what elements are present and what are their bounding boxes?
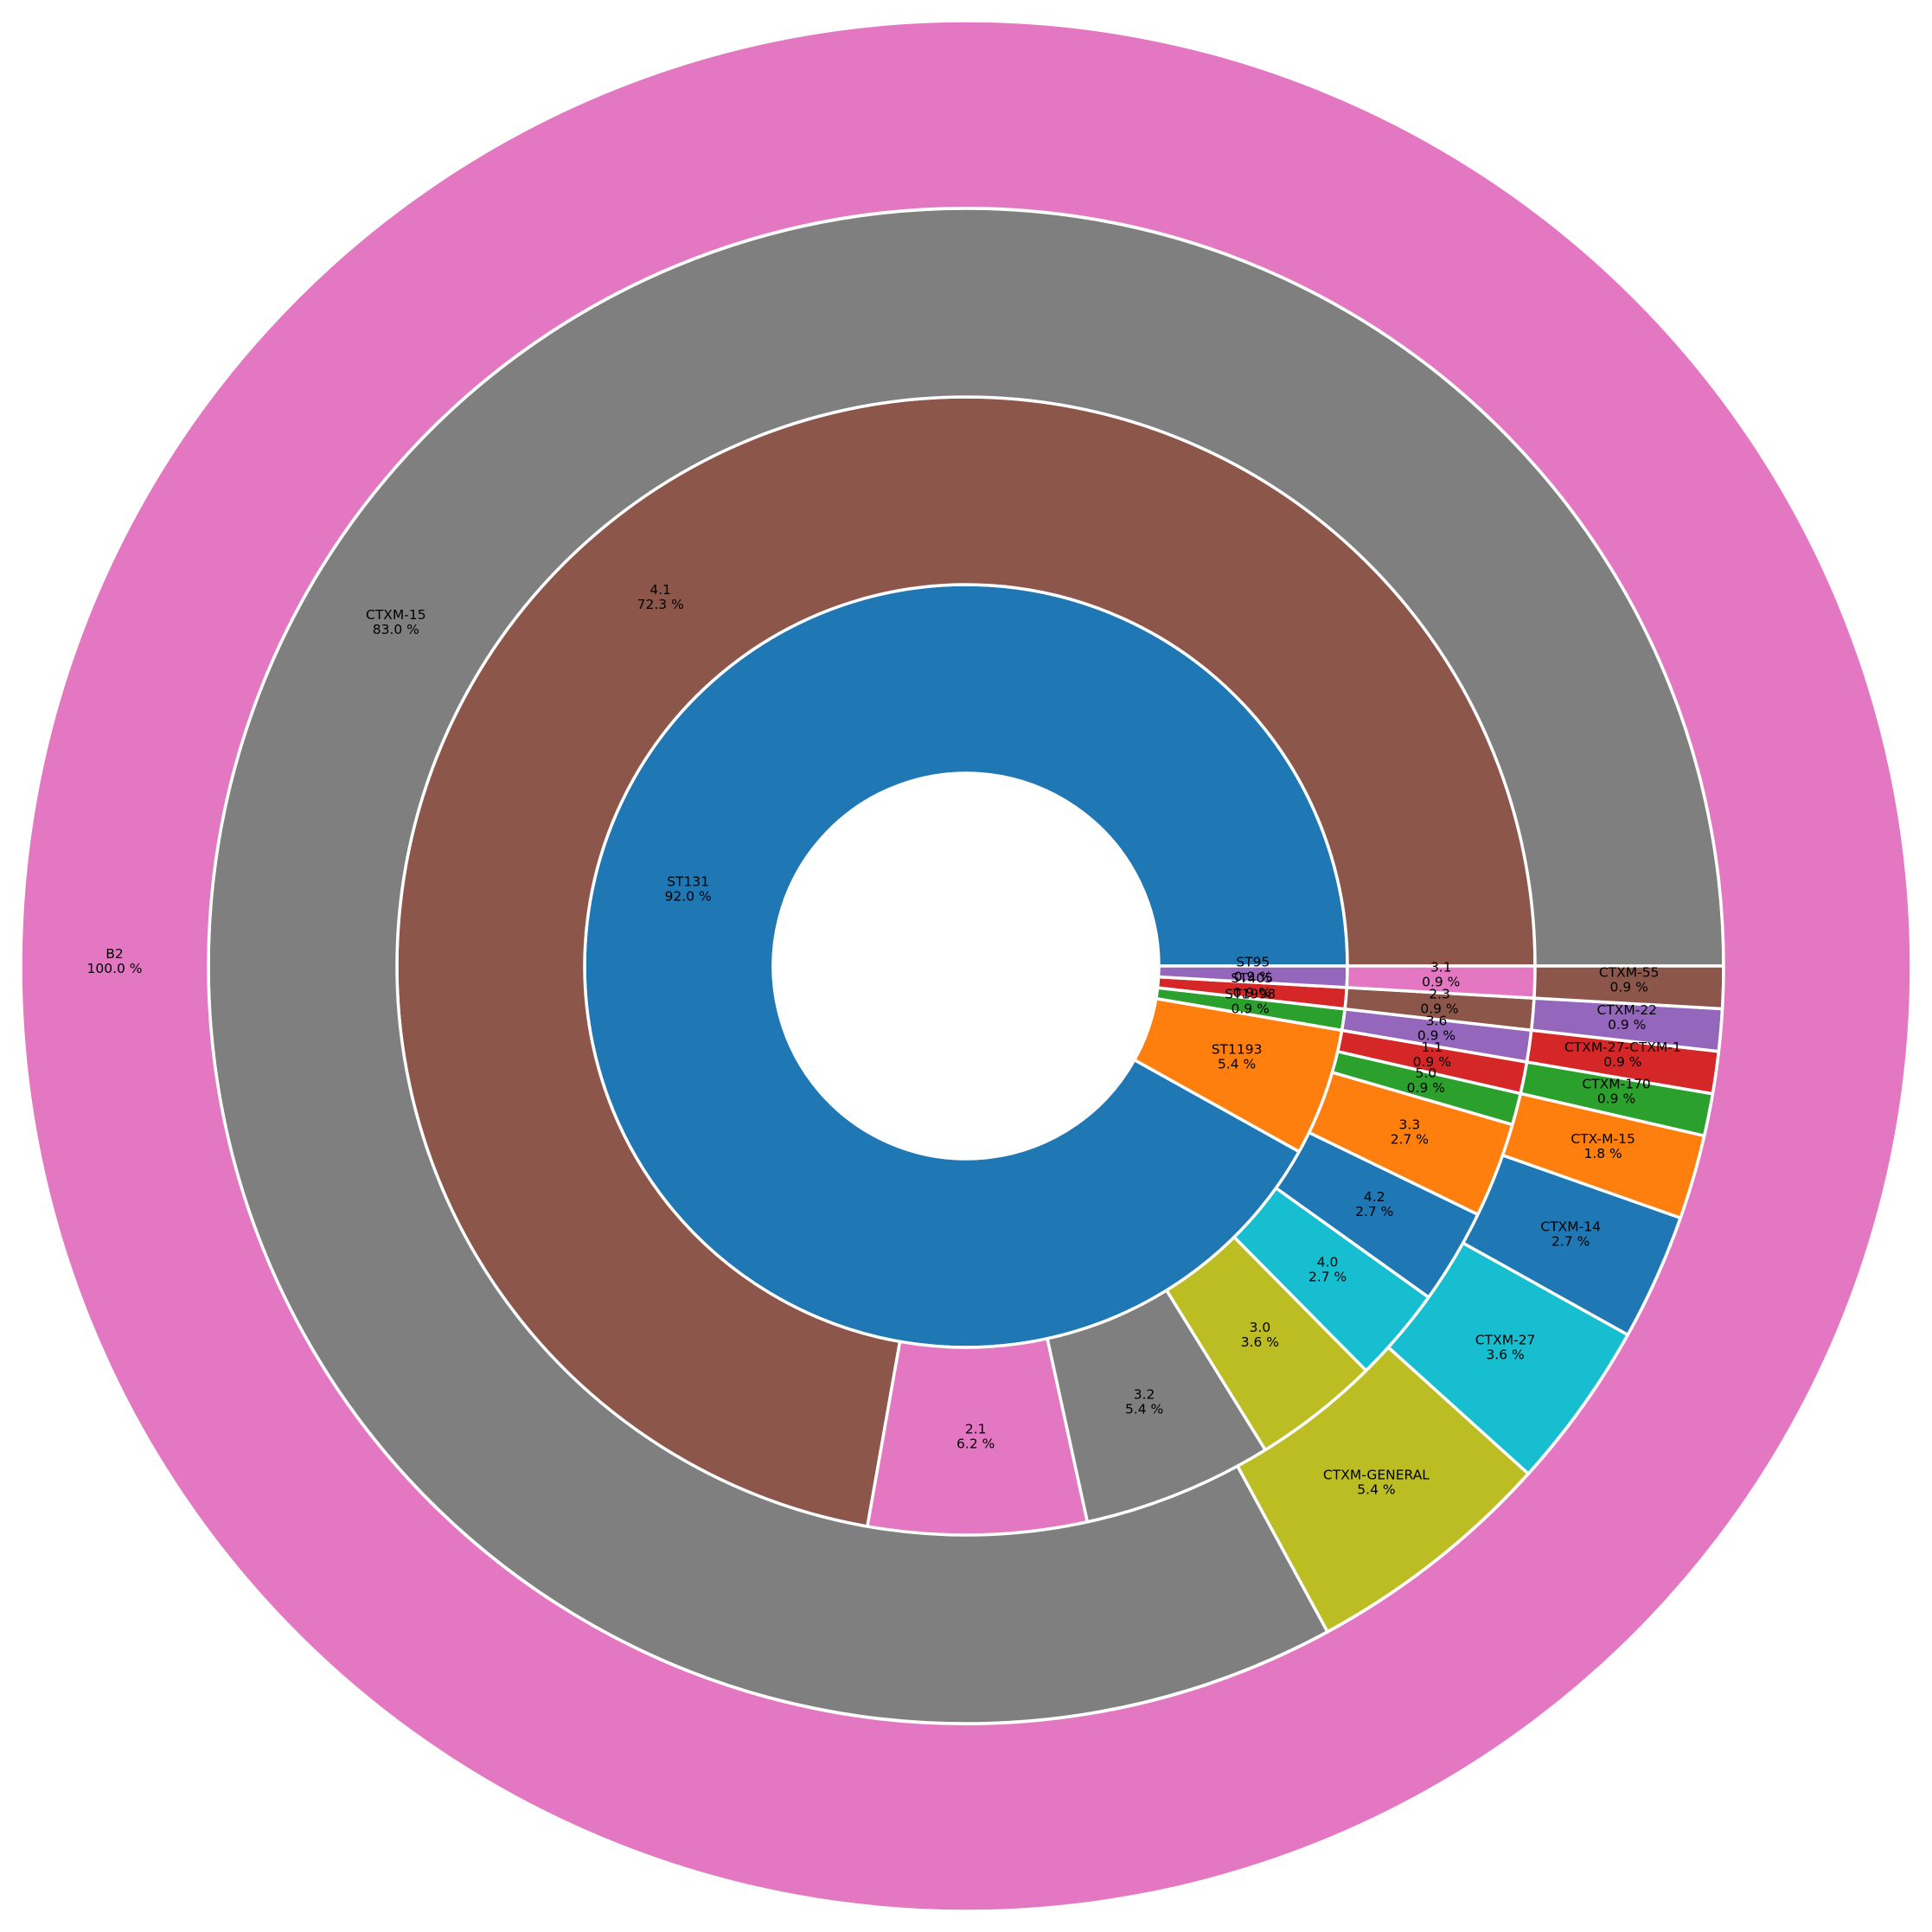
label-name: 4.0 — [1317, 1255, 1339, 1270]
label-3-1: 3.1 0.9 % — [1422, 960, 1460, 990]
label-name: CTXM-15 — [366, 607, 426, 623]
label-percent: 0.9 % — [1610, 980, 1648, 995]
wedge-layer — [19, 19, 1913, 1913]
label-percent: 0.9 % — [1420, 1001, 1458, 1017]
label-name: 1.1 — [1421, 1040, 1443, 1055]
label-4-0: 4.0 2.7 % — [1308, 1255, 1347, 1285]
label-percent: 0.9 % — [1417, 1027, 1455, 1043]
label-name: ST1193 — [1212, 1041, 1263, 1057]
label-percent: 2.7 % — [1355, 1204, 1393, 1219]
label-name: 4.1 — [649, 582, 671, 598]
label-ctxm-general: CTXM-GENERAL 5.4 % — [1323, 1468, 1430, 1498]
label-ctx-m-15: CTX-M-15 1.8 % — [1571, 1131, 1635, 1161]
label-name: 3.0 — [1250, 1320, 1271, 1335]
label-name: ST131 — [667, 874, 709, 890]
label-4-1: 4.1 72.3 % — [637, 582, 684, 612]
label-3-3: 3.3 2.7 % — [1391, 1116, 1429, 1147]
label-percent: 5.4 % — [1218, 1056, 1256, 1072]
label-percent: 2.7 % — [1551, 1233, 1590, 1249]
label-3-2: 3.2 5.4 % — [1125, 1386, 1163, 1417]
label-percent: 0.9 % — [1233, 985, 1271, 1001]
label-percent: 92.0 % — [665, 889, 712, 905]
label-percent: 5.4 % — [1125, 1401, 1163, 1417]
label-layer: ST131 92.0 %ST1193 5.4 %ST1998 0.9 %ST405 0.… — [86, 582, 1680, 1498]
label-name: 5.0 — [1416, 1065, 1437, 1081]
label-st95: ST95 0.9 % — [1234, 954, 1272, 984]
label-percent: 2.7 % — [1391, 1131, 1429, 1147]
label-percent: 2.7 % — [1308, 1270, 1347, 1285]
label-percent: 0.9 % — [1231, 1001, 1270, 1017]
label-name: 3.1 — [1430, 960, 1452, 976]
label-name: CTXM-27 — [1475, 1333, 1536, 1348]
label-name: CTXM-170 — [1582, 1077, 1650, 1092]
label-st1998: ST1998 0.9 % — [1225, 987, 1276, 1017]
label-percent: 0.9 % — [1608, 1017, 1646, 1033]
label-2-3: 2.3 0.9 % — [1420, 987, 1458, 1017]
label-ctxm-27: CTXM-27 3.6 % — [1475, 1333, 1536, 1363]
label-percent: 0.9 % — [1422, 975, 1460, 990]
label-percent: 0.9 % — [1413, 1054, 1451, 1070]
label-1-1: 1.1 0.9 % — [1413, 1040, 1451, 1070]
label-name: 2.3 — [1429, 987, 1450, 1002]
label-percent: 5.4 % — [1357, 1482, 1395, 1498]
label-ctxm-15: CTXM-15 83.0 % — [366, 607, 426, 637]
label-ctxm-55: CTXM-55 0.9 % — [1599, 965, 1660, 995]
label-percent: 1.8 % — [1583, 1146, 1622, 1161]
label-name: ST1998 — [1225, 987, 1276, 1002]
label-name: CTX-M-15 — [1571, 1131, 1635, 1147]
label-name: B2 — [106, 946, 124, 962]
label-percent: 72.3 % — [637, 597, 684, 612]
label-percent: 0.9 % — [1603, 1054, 1641, 1070]
label-name: ST95 — [1236, 954, 1270, 969]
label-name: ST405 — [1231, 970, 1273, 986]
label-percent: 100.0 % — [86, 961, 142, 976]
label-2-1: 2.1 6.2 % — [956, 1421, 995, 1451]
label-name: 3.6 — [1426, 1013, 1448, 1028]
label-3-6: 3.6 0.9 % — [1417, 1013, 1455, 1043]
label-ctxm-22: CTXM-22 0.9 % — [1596, 1002, 1657, 1033]
label-name: 2.1 — [965, 1421, 987, 1436]
label-st405: ST405 0.9 % — [1231, 970, 1273, 1001]
label-name: CTXM-14 — [1540, 1219, 1601, 1234]
label-name: 3.3 — [1399, 1116, 1421, 1132]
label-ctxm-14: CTXM-14 2.7 % — [1540, 1219, 1601, 1249]
label-percent: 0.9 % — [1234, 969, 1272, 984]
label-name: 3.2 — [1134, 1386, 1155, 1402]
label-percent: 6.2 % — [956, 1436, 995, 1451]
label-percent: 0.9 % — [1407, 1080, 1445, 1096]
label-name: CTXM-GENERAL — [1323, 1468, 1430, 1483]
wedge-b2 — [19, 19, 1913, 1913]
label-percent: 0.9 % — [1597, 1091, 1635, 1107]
label-5-0: 5.0 0.9 % — [1407, 1065, 1445, 1096]
label-st1193: ST1193 5.4 % — [1212, 1041, 1263, 1072]
label-4-2: 4.2 2.7 % — [1355, 1189, 1393, 1219]
label-ctxm-27-ctxm-1: CTXM-27-CTXM-1 0.9 % — [1564, 1040, 1681, 1070]
label-name: 4.2 — [1364, 1189, 1385, 1205]
label-name: CTXM-55 — [1599, 965, 1660, 981]
label-percent: 3.6 % — [1486, 1347, 1524, 1363]
label-percent: 83.0 % — [373, 622, 419, 637]
label-name: CTXM-27-CTXM-1 — [1564, 1040, 1681, 1055]
label-3-0: 3.0 3.6 % — [1241, 1320, 1279, 1350]
label-st131: ST131 92.0 % — [665, 874, 712, 905]
label-b2: B2 100.0 % — [86, 946, 142, 976]
label-name: CTXM-22 — [1596, 1002, 1657, 1018]
label-ctxm-170: CTXM-170 0.9 % — [1582, 1077, 1650, 1107]
label-percent: 3.6 % — [1241, 1334, 1279, 1350]
